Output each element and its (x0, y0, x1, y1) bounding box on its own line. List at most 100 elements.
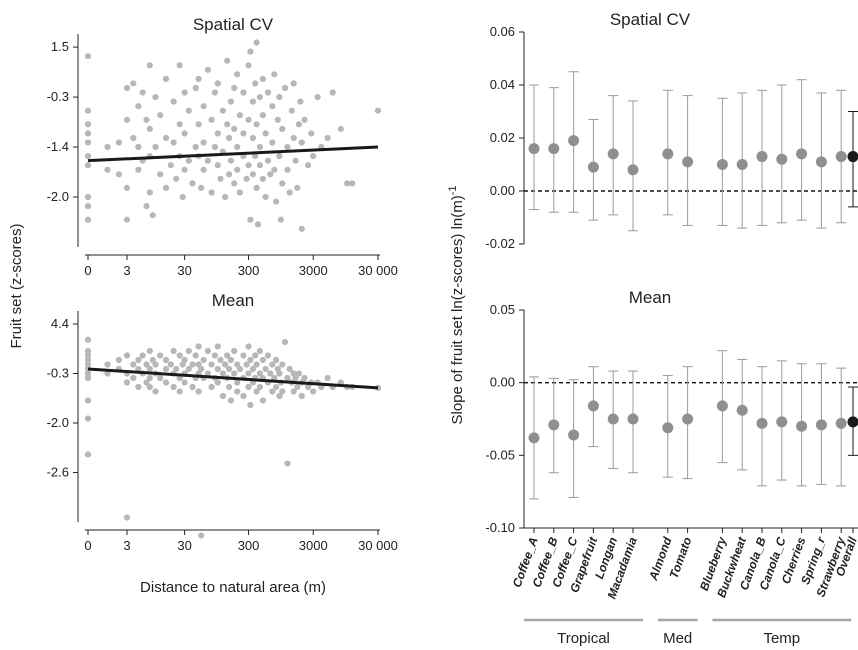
scatter-1-point (123, 216, 131, 223)
scatter-2-point (290, 388, 297, 395)
errorbar-2-point (587, 400, 599, 412)
scatter-1-point (200, 103, 207, 110)
scatter-2-point (204, 347, 211, 355)
scatter-1-point (236, 189, 243, 196)
scatter-2-point (170, 383, 177, 391)
scatter-1-y-tick-label: -1.4 (47, 139, 69, 154)
scatter-2-point (245, 370, 252, 377)
scatter-1-point (176, 121, 183, 128)
scatter-2-point (115, 356, 122, 364)
scatter-1-point (344, 180, 351, 187)
scatter-2-point (123, 352, 131, 359)
scatter-2-point (227, 397, 234, 404)
scatter-1-point (123, 84, 131, 92)
scatter-1-point (179, 193, 186, 201)
scatter-1-point (231, 125, 238, 132)
scatter-1-point (227, 157, 234, 164)
scatter-1-point (217, 175, 224, 182)
scatter-1-point (301, 116, 308, 123)
scatter-1-point (157, 112, 164, 119)
scatter-2-point (208, 383, 215, 391)
scatter-1-point (253, 121, 260, 128)
errorbar-2-point (756, 417, 768, 429)
scatter-1-point (298, 139, 305, 146)
scatter-1-point (84, 203, 92, 210)
scatter-2-point (152, 361, 159, 368)
scatter-1-point (290, 80, 297, 87)
scatter-1-point (314, 94, 321, 101)
scatter-1-point (84, 53, 92, 60)
scatter-2-point (162, 356, 170, 364)
errorbar-1-point (682, 156, 694, 168)
errorbar-2-point (815, 419, 827, 431)
scatter-1-point (374, 107, 382, 114)
scatter-1-point (245, 62, 252, 69)
scatter-1-point (146, 62, 153, 69)
group-label: Temp (763, 630, 800, 647)
scatter-2-point (200, 356, 207, 364)
scatter-2-point (157, 352, 164, 359)
scatter-1-point (295, 121, 302, 128)
errorbar-2-point (662, 422, 674, 434)
scatter-2-point (185, 347, 192, 355)
errorbar-1-point (587, 161, 599, 173)
scatter-2-point (247, 356, 254, 364)
errorbar-1-y-tick-label: 0.02 (490, 130, 515, 145)
scatter-1-point (173, 175, 180, 182)
scatter-2-point (192, 352, 199, 359)
scatter-2-point (211, 352, 218, 359)
scatter-2-point (176, 352, 183, 359)
scatter-2-point (305, 383, 312, 391)
scatter-2-point (292, 374, 299, 382)
scatter-2-point (219, 370, 226, 377)
scatter-1-point (259, 112, 266, 119)
scatter-2-point (286, 365, 293, 373)
scatter-2-point (279, 388, 286, 395)
scatter-2-y-tick-label: 4.4 (51, 316, 69, 331)
errorbar-2-y-tick-label: -0.10 (485, 520, 515, 535)
scatter-2-point (256, 383, 263, 391)
scatter-1-point (84, 107, 92, 114)
scatter-1-point (226, 171, 233, 178)
errorbar-2-point (796, 420, 808, 432)
scatter-1-point (324, 134, 331, 142)
scatter-1-point (267, 171, 274, 178)
scatter-1-point (298, 225, 305, 232)
scatter-2-point (253, 388, 260, 395)
scatter-1-point (305, 162, 312, 169)
scatter-1-point (292, 157, 299, 164)
scatter-2-point (130, 361, 137, 368)
scatter-1-point (84, 162, 92, 169)
scatter-1-point (146, 125, 153, 132)
errorbar-1-point (847, 151, 858, 163)
scatter-1-point (185, 157, 192, 164)
scatter-1-y-tick-label: 1.5 (51, 39, 69, 54)
scatter-2-point (219, 392, 226, 400)
scatter-2-point (84, 336, 92, 343)
scatter-2-point (162, 379, 170, 386)
scatter-1-point (231, 180, 238, 187)
scatter-2-point (276, 392, 283, 400)
scatter-1-point (104, 143, 111, 151)
scatter-1-point (104, 166, 111, 173)
errorbar-1-point (736, 159, 748, 170)
scatter-1-point (204, 157, 211, 164)
scatter-1-point (214, 130, 221, 137)
errorbar-1-y-tick-label: 0.04 (490, 77, 515, 92)
scatter-1-point (288, 107, 295, 114)
scatter-1-point (170, 139, 177, 146)
scatter-1-point (84, 139, 92, 146)
scatter-2-point (135, 365, 142, 373)
errorbar-1-point (528, 143, 540, 155)
scatter-1-point (157, 171, 164, 178)
scatter-1-point (231, 84, 238, 92)
scatter-2-point (262, 365, 269, 373)
scatter-1-point (245, 162, 252, 169)
scatter-2-point (234, 388, 241, 395)
scatter-1-point (259, 175, 266, 182)
scatter-2-point (217, 356, 224, 364)
scatter-2-y-tick-label: -0.3 (47, 366, 69, 381)
scatter-1-point (143, 203, 150, 210)
scatter-2-point (259, 397, 266, 404)
